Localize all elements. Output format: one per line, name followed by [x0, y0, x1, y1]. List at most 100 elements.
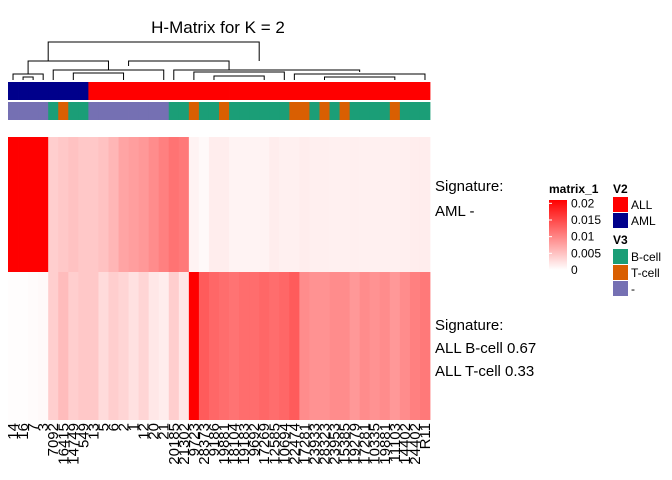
heatmap-cell [219, 137, 230, 272]
column-label: 24402 [407, 423, 424, 465]
v2-annotation-cell [48, 82, 59, 100]
column-label: 23953 [327, 423, 344, 465]
v3-annotation-cell [148, 102, 160, 120]
heatmap-cell [58, 272, 69, 420]
v2-annotation-cell [249, 82, 260, 100]
column-label: 9723 [186, 423, 203, 456]
v3-legend-swatch [613, 281, 628, 296]
column-label: R11 [417, 423, 434, 449]
heatmap-cell [58, 137, 69, 272]
heatmap-cell [138, 137, 150, 272]
v3-annotation-cell [359, 102, 371, 120]
column-label: 549 [75, 423, 92, 448]
v3-annotation-cell [419, 102, 431, 120]
v3-annotation-cell [279, 102, 290, 120]
v3-annotation-cell [8, 102, 19, 120]
column-label: 2 [116, 423, 133, 431]
heatmap-cell [168, 137, 180, 272]
v3-annotation-cell [369, 102, 381, 120]
v3-annotation-cell [138, 102, 150, 120]
v3-annotation-cell [168, 102, 180, 120]
heatmap-cell [239, 272, 250, 420]
column-label: 22474 [286, 423, 303, 465]
column-label: 14 [5, 423, 22, 440]
row-label: Signature: [435, 178, 503, 195]
column-label: 19881 [216, 423, 233, 465]
heatmap-cell [259, 137, 270, 272]
column-dendrogram [12, 41, 426, 80]
heatmap-cell [158, 272, 170, 420]
dendrogram-branch [47, 41, 260, 61]
heatmap-cell [148, 137, 160, 272]
column-label: 19183 [236, 423, 253, 465]
heatmap-cell [188, 137, 200, 272]
v3-annotation-cell [349, 102, 361, 120]
column-label: 3 [35, 423, 52, 431]
column-label: 21 [156, 423, 173, 440]
column-label: 18104 [226, 423, 243, 465]
column-label: 13 [85, 423, 102, 440]
heatmap-cell [88, 272, 99, 420]
row-label: AML - [435, 203, 474, 220]
v2-annotation-cell [138, 82, 150, 100]
v2-annotation-cell [379, 82, 391, 100]
heatmap-cell [299, 272, 310, 420]
v3-annotation-cell [289, 102, 300, 120]
heatmap-cell [329, 272, 340, 420]
heatmap-cell [88, 137, 99, 272]
heatmap-cell [138, 272, 150, 420]
v2-legend-label: ALL [631, 198, 653, 212]
heatmap-cell [219, 272, 230, 420]
v2-annotation-cell [389, 82, 401, 100]
heatmap-cell [18, 137, 29, 272]
dendrogram-branch [324, 76, 396, 80]
heatmap-cell [188, 272, 200, 420]
dendrogram-branch [12, 73, 44, 80]
v3-annotation-cell [259, 102, 270, 120]
heatmap-cell [78, 137, 89, 272]
column-label: 28323 [317, 423, 334, 465]
matrix-color-bar [549, 200, 567, 270]
heatmap-cell [208, 137, 220, 272]
heatmap-cell [38, 272, 49, 420]
column-label: 16415 [55, 423, 72, 465]
matrix-tick-label: 0 [571, 263, 578, 277]
dendrogram-branch [27, 60, 109, 74]
heatmap-cell [309, 137, 320, 272]
heatmap-cell [369, 137, 381, 272]
heatmap-cell [18, 272, 29, 420]
heatmap-cell [419, 137, 431, 272]
column-label: 1 [126, 423, 143, 431]
heatmap-cell [118, 272, 129, 420]
v2-annotation-cell [178, 82, 190, 100]
heatmap-cell [409, 272, 421, 420]
heatmap-cell [299, 137, 310, 272]
v2-annotation-cell [349, 82, 361, 100]
heatmap-cell [68, 137, 79, 272]
v2-annotation-cell [198, 82, 210, 100]
column-label: 17281 [357, 423, 374, 465]
column-label: 17269 [256, 423, 273, 465]
column-label: 12 [136, 423, 153, 440]
v2-legend-swatch [613, 197, 628, 212]
heatmap-cell [68, 272, 79, 420]
v2-annotation-cell [58, 82, 69, 100]
v3-annotation-cell [118, 102, 129, 120]
v2-legend-title: V2 [613, 182, 628, 196]
chart-title: H-Matrix for K = 2 [151, 18, 285, 37]
column-label: 7092 [45, 423, 62, 456]
heatmap-cell [369, 272, 381, 420]
heatmap-cell [28, 137, 39, 272]
heatmap-cell [289, 137, 300, 272]
v2-annotation-cell [78, 82, 89, 100]
v3-annotation-cell [309, 102, 320, 120]
v3-annotation-cell [399, 102, 411, 120]
heatmap-cell [399, 272, 411, 420]
heatmap-cell [8, 137, 19, 272]
column-label: 19881 [377, 423, 394, 465]
heatmap-cell [379, 137, 391, 272]
column-label: 5 [95, 423, 112, 431]
column-label: 9692 [246, 423, 263, 456]
matrix-legend-title: matrix_1 [549, 182, 599, 196]
v3-annotation-cell [198, 102, 210, 120]
